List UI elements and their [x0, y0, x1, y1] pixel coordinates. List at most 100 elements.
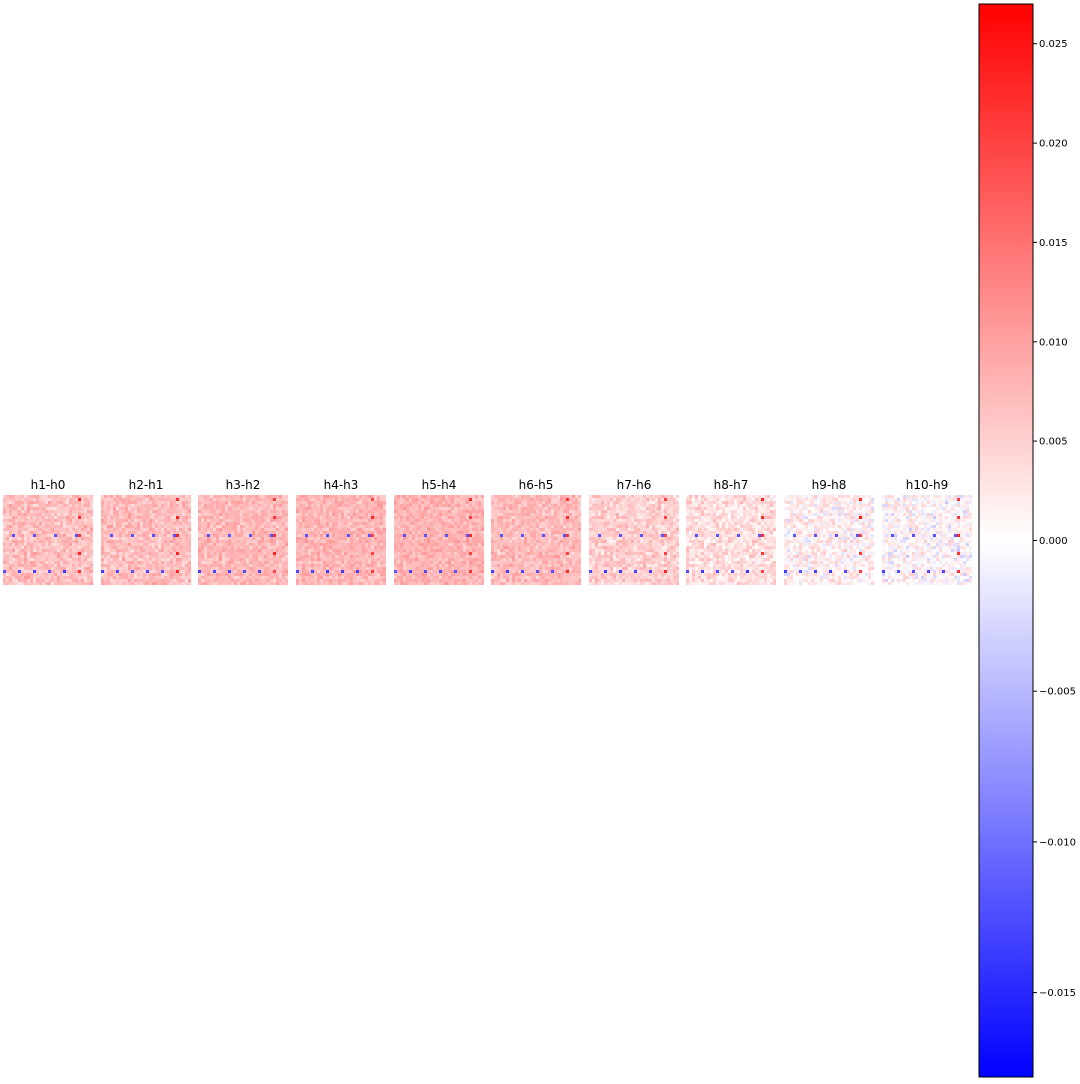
heatmap-cell — [383, 525, 387, 529]
heatmap-cell — [155, 522, 159, 526]
heatmap-cell — [380, 579, 384, 583]
heatmap-cell — [267, 555, 271, 559]
heatmap-cell — [439, 540, 443, 544]
heatmap-cell — [261, 498, 265, 502]
heatmap-cell — [27, 564, 31, 568]
heatmap-cell — [122, 507, 126, 511]
heatmap-cell — [353, 576, 357, 580]
heatmap-cell — [158, 525, 162, 529]
heatmap-cell — [161, 528, 165, 532]
heatmap-cell — [149, 573, 153, 577]
heatmap-cell — [179, 507, 183, 511]
heatmap-cell — [219, 531, 223, 535]
heatmap-cell — [143, 567, 147, 571]
heatmap-cell — [326, 495, 330, 499]
heatmap-cell — [478, 552, 482, 556]
heatmap-cell — [320, 573, 324, 577]
heatmap-cell — [39, 507, 43, 511]
heatmap-cell — [219, 582, 223, 586]
heatmap-cell — [261, 507, 265, 511]
heatmap-cell — [125, 555, 129, 559]
heatmap-cell — [512, 495, 516, 499]
heatmap-cell — [63, 528, 67, 532]
heatmap-cell — [548, 516, 552, 520]
heatmap-cell — [246, 519, 250, 523]
heatmap-cell — [173, 525, 177, 529]
heatmap-cell — [51, 519, 55, 523]
heatmap-cell — [15, 561, 19, 565]
heatmap-cell — [302, 570, 306, 574]
heatmap-cell — [460, 579, 464, 583]
heatmap-cell — [63, 546, 67, 550]
heatmap-cell — [400, 519, 404, 523]
heatmap-cell — [368, 522, 372, 526]
heatmap-cell — [409, 507, 413, 511]
heatmap-cell — [433, 552, 437, 556]
heatmap-cell — [231, 510, 235, 514]
heatmap-cell — [566, 531, 570, 535]
heatmap-cell — [231, 522, 235, 526]
heatmap-cell — [302, 573, 306, 577]
heatmap-cell — [54, 513, 58, 517]
heatmap-cell — [51, 537, 55, 541]
heatmap-cell — [15, 570, 19, 574]
heatmap-cell — [380, 495, 384, 499]
heatmap-cell — [572, 495, 576, 499]
heatmap-cell — [347, 501, 351, 505]
heatmap-cell — [527, 525, 531, 529]
heatmap-cell — [542, 525, 546, 529]
heatmap-cell — [317, 516, 321, 520]
heatmap-cell — [12, 525, 16, 529]
heatmap-cell — [494, 522, 498, 526]
heatmap-cell — [400, 531, 404, 535]
heatmap-cell — [234, 531, 238, 535]
heatmap-cell — [231, 531, 235, 535]
heatmap-cell — [347, 564, 351, 568]
heatmap-cell — [158, 522, 162, 526]
heatmap-cell — [36, 537, 40, 541]
heatmap-cell — [397, 522, 401, 526]
heatmap-cell — [362, 501, 366, 505]
heatmap-cell — [198, 495, 202, 499]
heatmap-cell — [21, 579, 25, 583]
heatmap-cell — [216, 513, 220, 517]
heatmap-cell — [101, 516, 105, 520]
heatmap-cell — [403, 537, 407, 541]
heatmap-cell — [182, 564, 186, 568]
heatmap-cell — [418, 555, 422, 559]
heatmap-cell — [234, 537, 238, 541]
heatmap-cell — [273, 552, 277, 556]
heatmap-cell — [383, 507, 387, 511]
heatmap-cell — [107, 579, 111, 583]
heatmap-cell — [173, 564, 177, 568]
heatmap-cell — [84, 558, 88, 562]
heatmap-cell — [359, 528, 363, 532]
heatmap-cell — [344, 531, 348, 535]
heatmap-cell — [210, 579, 214, 583]
heatmap-cell — [33, 564, 37, 568]
heatmap-cell — [326, 558, 330, 562]
heatmap-cell — [252, 495, 256, 499]
heatmap-cell — [225, 561, 229, 565]
heatmap-cell — [78, 573, 82, 577]
heatmap-cell — [572, 501, 576, 505]
heatmap-cell — [249, 558, 253, 562]
heatmap-cell — [185, 567, 189, 571]
heatmap-cell — [518, 513, 522, 517]
heatmap-cell — [188, 519, 192, 523]
heatmap-cell — [282, 579, 286, 583]
heatmap-cell — [365, 498, 369, 502]
heatmap-cell — [338, 513, 342, 517]
heatmap-cell — [3, 537, 7, 541]
heatmap-cell — [107, 549, 111, 553]
heatmap-cell — [69, 582, 73, 586]
heatmap-cell — [560, 534, 564, 538]
heatmap-cell — [210, 534, 214, 538]
heatmap-cell — [225, 534, 229, 538]
heatmap-cell — [42, 552, 46, 556]
heatmap-cell — [122, 510, 126, 514]
heatmap-cell — [350, 552, 354, 556]
heatmap-cell — [164, 498, 168, 502]
heatmap-cell — [207, 558, 211, 562]
heatmap-cell — [134, 570, 138, 574]
